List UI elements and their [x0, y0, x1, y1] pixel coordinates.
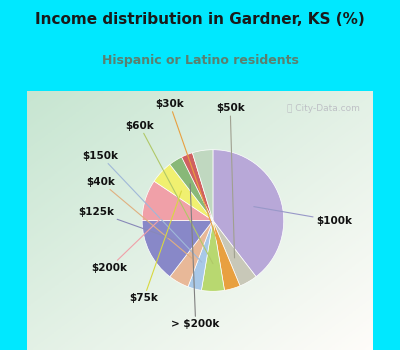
Text: Ⓜ City-Data.com: Ⓜ City-Data.com: [287, 104, 360, 113]
Wedge shape: [142, 181, 213, 220]
Text: $30k: $30k: [156, 99, 225, 262]
Wedge shape: [213, 150, 284, 276]
Wedge shape: [182, 153, 213, 220]
Text: Hispanic or Latino residents: Hispanic or Latino residents: [102, 54, 298, 67]
Wedge shape: [170, 220, 213, 287]
Text: $200k: $200k: [91, 208, 172, 273]
Wedge shape: [213, 220, 256, 286]
Text: $100k: $100k: [254, 206, 352, 225]
Wedge shape: [154, 164, 213, 220]
Text: Income distribution in Gardner, KS (%): Income distribution in Gardner, KS (%): [35, 12, 365, 27]
Wedge shape: [202, 220, 224, 291]
Wedge shape: [142, 220, 213, 276]
Text: $60k: $60k: [125, 120, 213, 264]
Wedge shape: [188, 220, 213, 290]
Text: $50k: $50k: [216, 103, 244, 258]
Text: $40k: $40k: [86, 177, 192, 258]
Wedge shape: [170, 157, 213, 220]
Text: $150k: $150k: [83, 151, 202, 262]
Text: > $200k: > $200k: [172, 184, 220, 329]
Wedge shape: [213, 220, 240, 290]
Text: $75k: $75k: [130, 191, 182, 303]
Text: $125k: $125k: [78, 207, 174, 240]
Wedge shape: [192, 150, 213, 220]
